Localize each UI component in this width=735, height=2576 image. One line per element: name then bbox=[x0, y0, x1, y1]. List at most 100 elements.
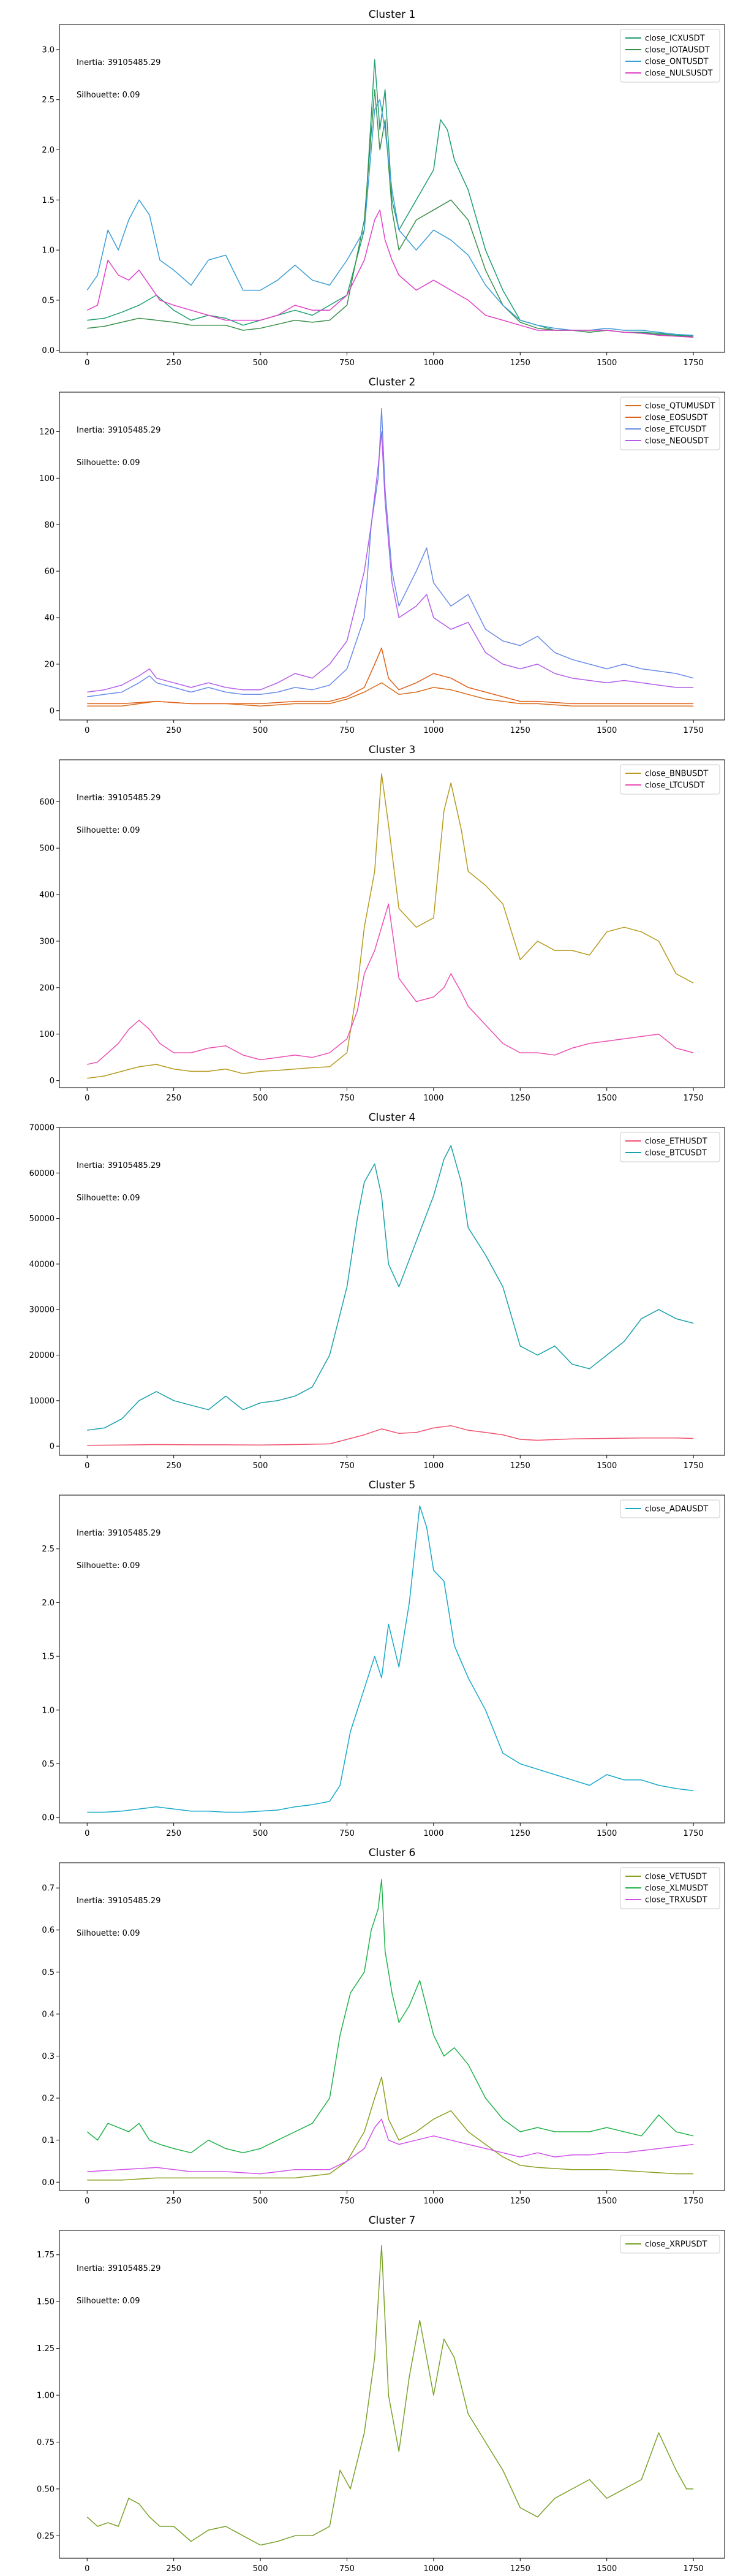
plot-area-frame bbox=[59, 1127, 725, 1456]
x-tick-label: 1750 bbox=[684, 1094, 704, 1103]
y-tick-label: 60000 bbox=[29, 1169, 55, 1178]
legend: close_ADAUSDT bbox=[620, 1499, 720, 1518]
x-tick-label: 0 bbox=[85, 2197, 89, 2206]
x-tick-label: 1500 bbox=[597, 2564, 617, 2574]
y-tick-label: 0.25 bbox=[37, 2532, 55, 2541]
y-tick-label: 100 bbox=[39, 1030, 55, 1039]
x-tick-label: 1000 bbox=[423, 2197, 443, 2206]
silhouette-annotation: Silhouette: 0.09 bbox=[77, 1929, 140, 1938]
legend-box bbox=[620, 764, 720, 795]
legend-box bbox=[620, 1132, 720, 1162]
legend: close_BNBUSDT close_LTCUSDT bbox=[620, 764, 720, 795]
chart-panel-6: Cluster 6 0 250 500 750 1000 1250 1500 1750 0.0 0.… bbox=[42, 1847, 725, 2206]
chart-title: Cluster 3 bbox=[369, 744, 416, 756]
series-line-eosusdt bbox=[87, 647, 694, 705]
x-tick-label: 0 bbox=[85, 1461, 89, 1471]
legend-label: close_ADAUSDT bbox=[645, 1505, 708, 1514]
x-tick-label: 1250 bbox=[510, 1094, 530, 1103]
y-tick-label: 120 bbox=[39, 428, 55, 437]
inertia-annotation: Inertia: 39105485.29 bbox=[77, 1161, 160, 1170]
inertia-annotation: Inertia: 39105485.29 bbox=[77, 1529, 160, 1538]
y-tick-label: 0.0 bbox=[42, 346, 55, 355]
inertia-annotation: Inertia: 39105485.29 bbox=[77, 2264, 160, 2273]
y-tick-label: 2.5 bbox=[42, 1545, 55, 1554]
legend-label: close_BNBUSDT bbox=[645, 770, 708, 779]
series-line-vetusdt bbox=[87, 2077, 694, 2181]
y-tick-label: 20 bbox=[44, 660, 55, 669]
x-tick-label: 250 bbox=[166, 358, 181, 368]
plot-area-frame bbox=[59, 2230, 725, 2559]
legend-label: close_TRXUSDT bbox=[645, 1896, 707, 1905]
y-tick-label: 1.5 bbox=[42, 1653, 55, 1662]
legend-box bbox=[620, 1499, 720, 1518]
legend-label: close_ETHUSDT bbox=[645, 1137, 707, 1146]
x-tick-label: 1000 bbox=[423, 2564, 443, 2574]
x-tick-label: 250 bbox=[166, 1094, 181, 1103]
legend-label: close_VETUSDT bbox=[645, 1873, 707, 1882]
y-tick-label: 0 bbox=[50, 1077, 55, 1086]
plot-area-frame bbox=[59, 1494, 725, 1824]
legend-label: close_BTCUSDT bbox=[645, 1149, 707, 1158]
silhouette-annotation: Silhouette: 0.09 bbox=[77, 2297, 140, 2306]
legend-label: close_NEOUSDT bbox=[645, 437, 709, 446]
x-tick-label: 0 bbox=[85, 358, 89, 368]
legend-label: close_QTUMUSDT bbox=[645, 402, 715, 411]
series-line-nulsusdt bbox=[86, 209, 694, 338]
inertia-annotation: Inertia: 39105485.29 bbox=[77, 1896, 160, 1906]
chart-panel-3: Cluster 3 0 250 500 750 1000 1250 1500 1750 0 100 2… bbox=[39, 744, 725, 1103]
y-tick-label: 300 bbox=[39, 937, 55, 946]
legend-label: close_ONTUSDT bbox=[645, 58, 709, 67]
legend-label: close_ETCUSDT bbox=[645, 425, 706, 434]
x-tick-label: 1000 bbox=[423, 358, 443, 368]
y-tick-label: 2.0 bbox=[42, 1599, 55, 1608]
series-line-ethusdt bbox=[87, 1425, 694, 1446]
y-tick-label: 70000 bbox=[29, 1124, 55, 1133]
series-line-icxusdt bbox=[87, 59, 694, 336]
y-tick-label: 500 bbox=[39, 844, 55, 854]
legend-label: close_NULSUSDT bbox=[645, 69, 712, 78]
x-tick-label: 500 bbox=[253, 1094, 268, 1103]
legend: close_VETUSDT close_XLMUSDT close_TRXUSDT bbox=[620, 1867, 720, 1909]
plot-area-frame bbox=[59, 392, 725, 721]
x-tick-label: 500 bbox=[253, 1461, 268, 1471]
x-tick-label: 1750 bbox=[684, 726, 704, 735]
series-line-ontusdt bbox=[86, 99, 694, 336]
x-tick-label: 0 bbox=[85, 1094, 89, 1103]
plot-area-frame bbox=[59, 24, 725, 353]
series-line-btcusdt bbox=[87, 1145, 694, 1431]
x-tick-label: 500 bbox=[253, 2564, 268, 2574]
y-tick-label: 80 bbox=[44, 521, 55, 530]
y-tick-label: 1.00 bbox=[37, 2392, 55, 2401]
chart-panel-7: Cluster 7 0 250 500 750 1000 1250 1500 1750 0.25 0… bbox=[37, 2214, 725, 2574]
silhouette-annotation: Silhouette: 0.09 bbox=[77, 1561, 140, 1570]
x-tick-label: 1250 bbox=[510, 1829, 530, 1838]
y-tick-label: 1.0 bbox=[42, 246, 55, 256]
chart-title: Cluster 4 bbox=[369, 1112, 416, 1124]
x-tick-label: 750 bbox=[339, 1829, 355, 1838]
x-tick-label: 1500 bbox=[597, 1461, 617, 1471]
x-tick-label: 1000 bbox=[423, 1461, 443, 1471]
x-tick-label: 1000 bbox=[423, 1094, 443, 1103]
y-tick-label: 0.2 bbox=[42, 2094, 55, 2104]
y-tick-label: 0.4 bbox=[42, 2010, 55, 2019]
y-tick-label: 0.50 bbox=[37, 2485, 55, 2494]
legend: close_QTUMUSDT close_EOSUSDT close_ETCUSDT… bbox=[620, 396, 720, 450]
x-tick-label: 1500 bbox=[597, 1829, 617, 1838]
x-tick-label: 0 bbox=[85, 726, 89, 735]
x-tick-label: 500 bbox=[253, 1829, 268, 1838]
y-tick-label: 0.7 bbox=[42, 1884, 55, 1893]
legend: close_ETHUSDT close_BTCUSDT bbox=[620, 1132, 720, 1162]
chart-panel-2: Cluster 2 0 250 500 750 1000 1250 1500 1750 0 20 40… bbox=[39, 376, 725, 735]
y-tick-label: 0.6 bbox=[42, 1926, 55, 1935]
y-tick-label: 0.1 bbox=[42, 2136, 55, 2145]
y-tick-label: 40 bbox=[44, 614, 55, 623]
y-tick-label: 200 bbox=[39, 983, 55, 993]
legend-box bbox=[620, 29, 720, 83]
y-tick-label: 10000 bbox=[29, 1396, 55, 1406]
legend-box bbox=[620, 396, 720, 450]
silhouette-annotation: Silhouette: 0.09 bbox=[77, 826, 140, 835]
chart-panel-1: Cluster 1 0 250 500 750 1000 1250 1500 1750 0.0 0.… bbox=[42, 9, 725, 368]
chart-title: Cluster 5 bbox=[369, 1479, 416, 1491]
legend-box bbox=[620, 2235, 720, 2254]
chart-panel-4: Cluster 4 0 250 500 750 1000 1250 1500 1750 0 1000… bbox=[29, 1112, 725, 1471]
